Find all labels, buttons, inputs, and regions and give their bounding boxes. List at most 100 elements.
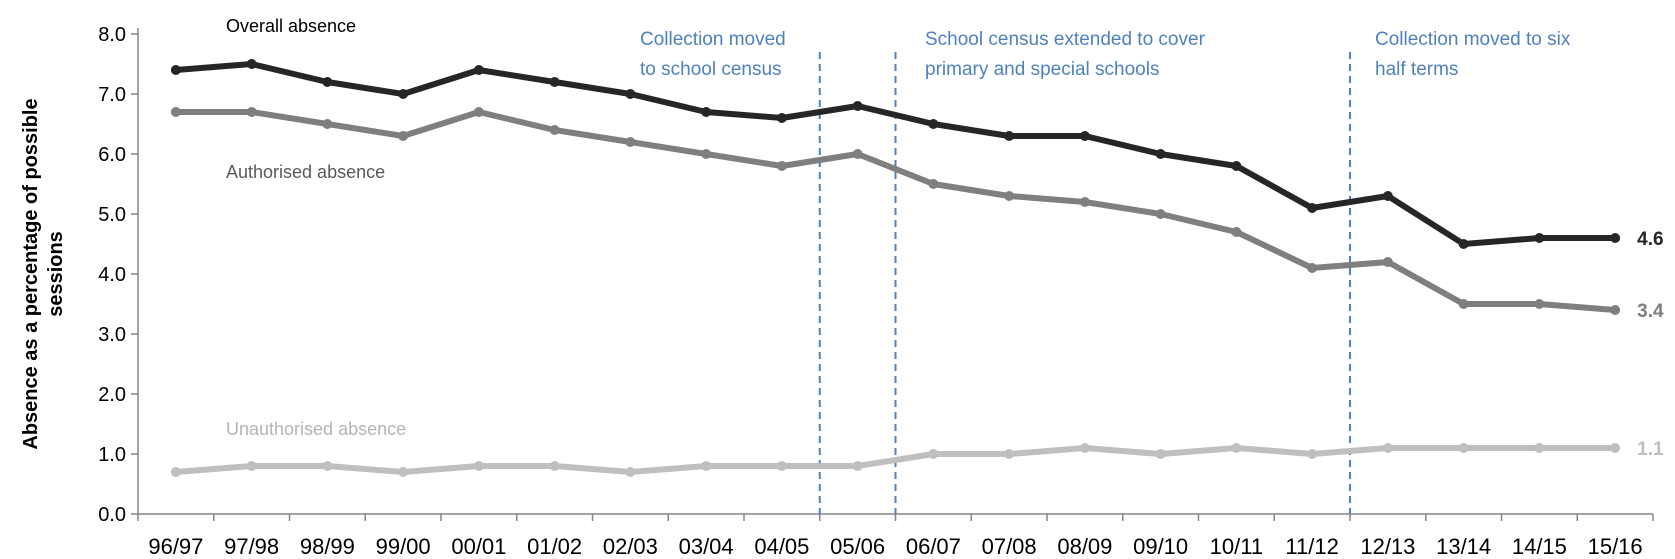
data-point: [549, 125, 560, 135]
data-point: [701, 149, 712, 159]
x-tick-label: 10/11: [1210, 534, 1263, 559]
series-name-label: Unauthorised absence: [226, 419, 406, 439]
data-point: [1307, 263, 1318, 273]
data-point: [1155, 149, 1166, 159]
data-point: [1610, 443, 1621, 453]
data-point: [1307, 449, 1318, 459]
data-point: [322, 119, 333, 129]
x-tick-label: 04/05: [754, 534, 809, 559]
data-point: [1382, 191, 1393, 201]
data-point: [1534, 299, 1545, 309]
data-point: [322, 77, 333, 87]
data-point: [1004, 131, 1015, 141]
y-tick-label: 5.0: [98, 204, 126, 226]
y-axis-title-line2: sessions: [45, 231, 67, 317]
data-point: [1231, 161, 1242, 171]
data-point: [170, 467, 181, 477]
data-point: [398, 89, 409, 99]
x-tick-label: 12/13: [1360, 534, 1415, 559]
data-point: [1079, 131, 1090, 141]
data-point: [170, 107, 181, 117]
data-point: [473, 461, 484, 471]
x-tick-label: 01/02: [527, 534, 582, 559]
data-point: [1004, 191, 1015, 201]
x-tick-label: 15/16: [1588, 534, 1643, 559]
data-point: [928, 179, 939, 189]
series-line: [172, 109, 1619, 313]
data-point: [170, 65, 181, 75]
x-tick-label: 06/07: [906, 534, 961, 559]
annotation-text: half terms: [1375, 59, 1458, 80]
data-point: [1231, 227, 1242, 237]
series-name-label: Overall absence: [226, 16, 356, 36]
x-tick-label: 07/08: [982, 534, 1037, 559]
data-point: [1458, 443, 1469, 453]
data-point: [1231, 443, 1242, 453]
y-tick-label: 0.0: [98, 504, 126, 526]
data-point: [1534, 443, 1545, 453]
annotation-text: School census extended to cover: [925, 29, 1206, 50]
x-tick-label: 11/12: [1285, 534, 1338, 559]
annotation-text: Collection moved to six: [1375, 29, 1571, 50]
data-point: [852, 461, 863, 471]
series-end-value: 4.6: [1637, 229, 1663, 250]
x-tick-label: 97/98: [224, 534, 279, 559]
data-point: [1079, 443, 1090, 453]
series-end-value: 3.4: [1637, 301, 1664, 322]
data-point: [549, 77, 560, 87]
data-point: [1458, 239, 1469, 249]
data-point: [246, 461, 257, 471]
y-axis-title-group: Absence as a percentage of possible sessi…: [20, 98, 67, 449]
x-tick-label: 99/00: [376, 534, 431, 559]
data-point: [1610, 233, 1621, 243]
data-point: [1610, 305, 1621, 315]
data-point: [1307, 203, 1318, 213]
x-tick-label: 09/10: [1133, 534, 1188, 559]
data-point: [701, 461, 712, 471]
series-lines: [170, 59, 1621, 477]
x-tick-label: 05/06: [830, 534, 885, 559]
data-point: [473, 65, 484, 75]
y-tick-label: 2.0: [98, 384, 126, 406]
data-point: [1004, 449, 1015, 459]
data-point: [246, 59, 257, 69]
x-tick-label: 08/09: [1057, 534, 1112, 559]
annotation-text: to school census: [640, 59, 782, 80]
data-point: [625, 467, 636, 477]
data-point: [398, 131, 409, 141]
x-tick-label: 00/01: [451, 534, 506, 559]
data-point: [1534, 233, 1545, 243]
data-point: [1382, 443, 1393, 453]
data-point: [852, 149, 863, 159]
y-tick-label: 7.0: [98, 84, 126, 106]
data-point: [1155, 209, 1166, 219]
series-labels: Overall absence 4.6 Authorised absence 3.4 U…: [226, 16, 1664, 460]
data-point: [625, 89, 636, 99]
series-line: [172, 445, 1619, 475]
y-tick-label: 6.0: [98, 144, 126, 166]
data-point: [246, 107, 257, 117]
series-line: [172, 61, 1619, 247]
data-point: [1079, 197, 1090, 207]
data-point: [1458, 299, 1469, 309]
x-tick-label: 98/99: [300, 534, 355, 559]
x-tick-label: 03/04: [679, 534, 734, 559]
data-point: [1155, 449, 1166, 459]
data-point: [549, 461, 560, 471]
series-end-value: 1.1: [1637, 439, 1664, 460]
x-tick-label: 96/97: [148, 534, 203, 559]
series-name-label: Authorised absence: [226, 162, 385, 182]
y-tick-label: 1.0: [98, 444, 126, 466]
y-tick-label: 4.0: [98, 264, 126, 286]
annotation-text: primary and special schools: [925, 59, 1159, 80]
data-point: [1382, 257, 1393, 267]
data-point: [776, 113, 787, 123]
data-point: [625, 137, 636, 147]
x-tick-label: 02/03: [603, 534, 658, 559]
annotation-text: Collection moved: [640, 29, 786, 50]
x-tick-label: 14/15: [1512, 534, 1567, 559]
y-tick-label: 8.0: [98, 24, 126, 46]
data-point: [701, 107, 712, 117]
data-point: [852, 101, 863, 111]
